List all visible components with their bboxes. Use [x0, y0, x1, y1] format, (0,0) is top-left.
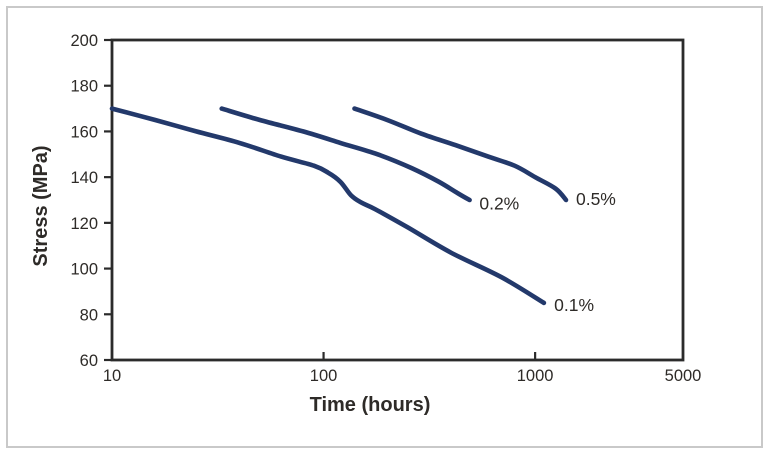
curve-label-0-2pct: 0.2%: [479, 193, 519, 213]
y-tick-label: 60: [80, 352, 98, 370]
curve-0-5pct: [352, 106, 569, 203]
curve-label-0-5pct: 0.5%: [576, 189, 616, 209]
curve-label-0-1pct: 0.1%: [554, 295, 594, 315]
x-tick-label: 5000: [665, 367, 702, 385]
y-tick-label: 160: [70, 123, 98, 141]
y-axis-title: Stress (MPa): [30, 145, 52, 266]
x-tick-label: 10: [103, 367, 121, 385]
y-tick-label: 80: [80, 306, 98, 324]
y-tick-label: 120: [70, 215, 98, 233]
x-tick-label: 1000: [517, 367, 554, 385]
plot-box: [110, 38, 685, 362]
x-axis-title: Time (hours): [310, 394, 431, 416]
curve-0-1pct: [109, 106, 547, 306]
x-tick-label: 100: [310, 367, 338, 385]
y-tick-label: 140: [70, 169, 98, 187]
y-tick-label: 200: [70, 32, 98, 50]
y-tick-label: 180: [70, 78, 98, 96]
y-tick-label: 100: [70, 261, 98, 279]
curve-0-2pct: [219, 106, 472, 203]
figure-border: [6, 6, 763, 448]
